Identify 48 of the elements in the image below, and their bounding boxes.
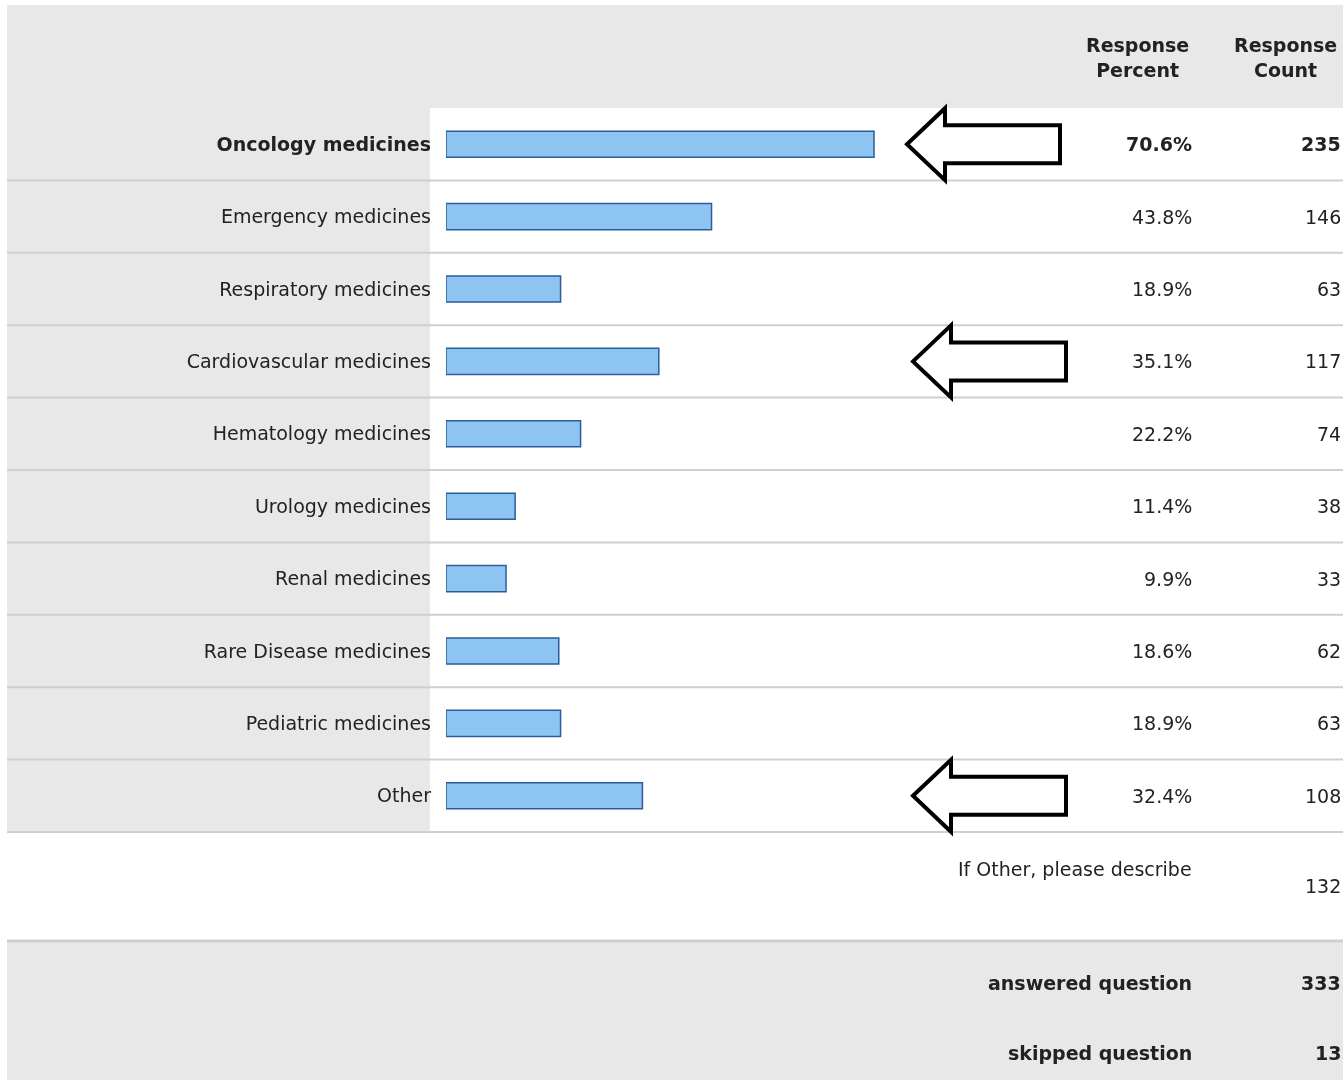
data-label: 32.4%	[1132, 785, 1193, 807]
data-label: 9.9%	[1144, 568, 1193, 590]
bar	[446, 202, 713, 231]
bar	[446, 420, 582, 448]
data-label: 18.9%	[1132, 278, 1193, 300]
text: 333	[1301, 972, 1341, 994]
bar	[446, 709, 562, 738]
text: 62	[1317, 640, 1342, 662]
y-tick-label: Pediatric medicines	[245, 712, 431, 735]
text: 63	[1317, 712, 1342, 734]
data-label: 22.2%	[1132, 423, 1193, 445]
text: skipped question	[1008, 1042, 1193, 1064]
y-tick-label: Emergency medicines	[220, 205, 431, 228]
data-label: 18.6%	[1132, 640, 1193, 662]
text: 38	[1317, 495, 1342, 517]
bar	[446, 347, 660, 376]
y-tick-label: Other	[377, 784, 432, 807]
text: 117	[1305, 350, 1342, 372]
text: 146	[1305, 206, 1342, 228]
data-label: 11.4%	[1132, 495, 1193, 517]
y-tick-label: Rare Disease medicines	[203, 639, 431, 662]
text: 108	[1305, 785, 1342, 807]
text: 74	[1317, 423, 1342, 445]
text: Response Percent	[1086, 34, 1190, 81]
bar	[446, 130, 875, 158]
data-label: 43.8%	[1132, 206, 1193, 228]
text: 13	[1315, 1042, 1342, 1064]
bar	[446, 275, 562, 303]
text: 132	[1305, 875, 1342, 897]
text: If Other, please describe	[958, 858, 1192, 880]
y-tick-label: Hematology medicines	[212, 422, 431, 445]
data-label: 18.9%	[1132, 712, 1193, 734]
text: 235	[1301, 133, 1341, 155]
y-tick-label: Renal medicines	[275, 567, 431, 590]
bar	[446, 637, 560, 665]
text: 63	[1317, 278, 1342, 300]
bar	[446, 782, 644, 810]
data-label: 35.1%	[1132, 350, 1193, 372]
data-label: 70.6%	[1126, 133, 1192, 155]
bar	[446, 492, 516, 520]
text: answered question	[988, 972, 1193, 994]
bar	[446, 564, 507, 593]
y-tick-label: Respiratory medicines	[219, 277, 431, 300]
y-tick-label: Urology medicines	[254, 494, 431, 517]
text: 33	[1317, 568, 1342, 590]
y-tick-label: Cardiovascular medicines	[186, 350, 431, 373]
text: Response Count	[1234, 34, 1338, 81]
y-tick-label: Oncology medicines	[216, 132, 431, 155]
